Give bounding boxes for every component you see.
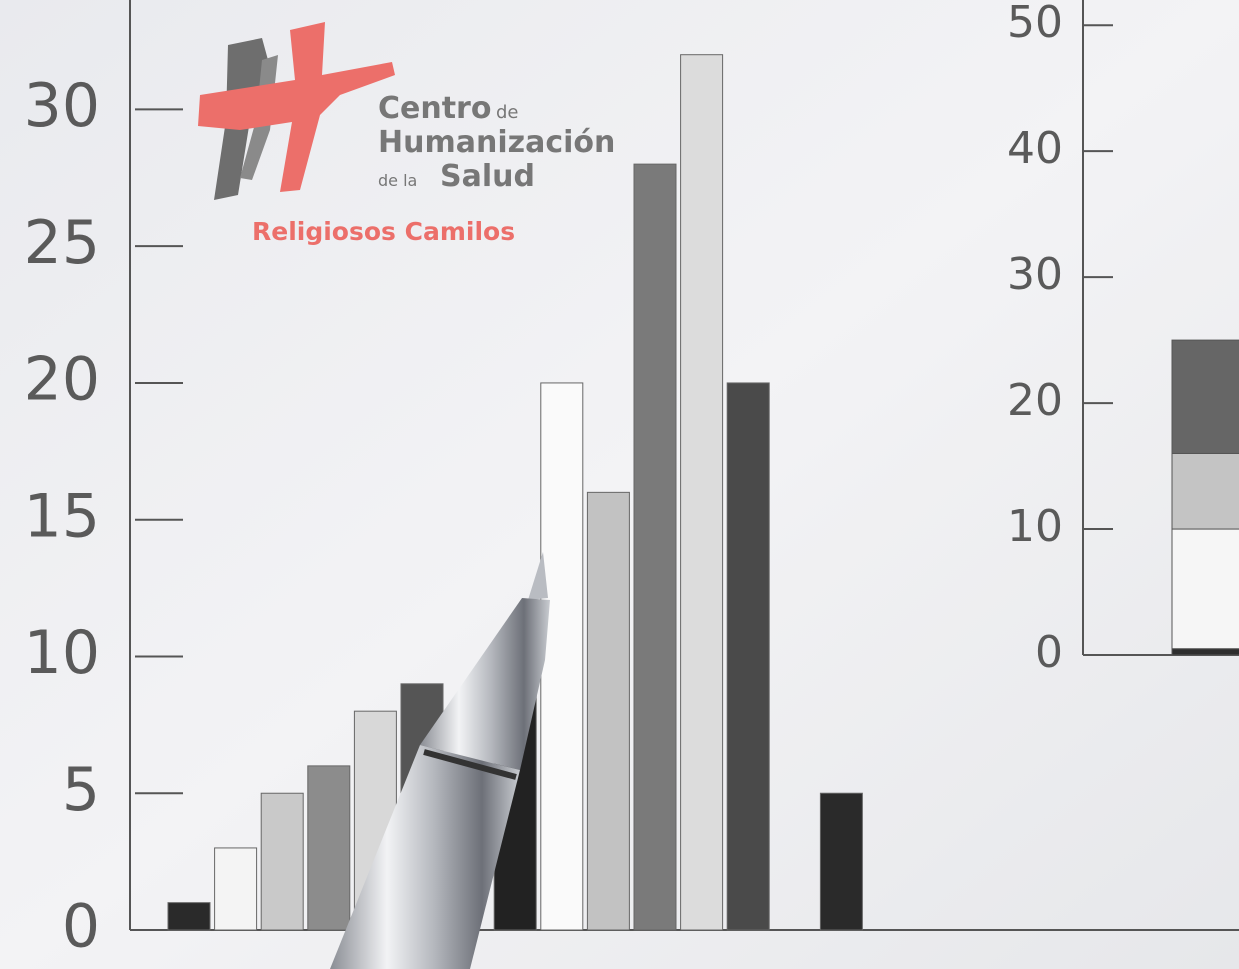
- bar: [167, 902, 211, 931]
- logo-text: de: [496, 102, 519, 123]
- y-tick-label: 25: [24, 208, 100, 278]
- y-tick-label: 30: [1007, 249, 1063, 300]
- pen-ring: [423, 749, 517, 780]
- y-tick-label: 30: [24, 71, 100, 141]
- bar-segment: [1171, 339, 1239, 454]
- logo-cross: [198, 22, 395, 192]
- logo-text: Salud: [440, 159, 535, 194]
- y-tick-label: 20: [1007, 375, 1063, 426]
- bar-segment: [1171, 452, 1239, 530]
- logo: Centro de Humanización de la Salud Relig…: [198, 22, 615, 246]
- y-tick-label: 50: [1007, 0, 1063, 48]
- bar: [586, 491, 630, 931]
- y-tick-label: 20: [24, 345, 100, 415]
- bar: [540, 382, 584, 931]
- pen-barrel: [330, 745, 520, 969]
- bar: [680, 54, 724, 931]
- y-tick-label: 40: [1007, 123, 1063, 174]
- bar-segment: [1171, 648, 1239, 656]
- bar: [726, 382, 770, 931]
- logo-tagline: Religiosos Camilos: [252, 217, 515, 246]
- y-tick-label: 0: [62, 892, 100, 962]
- pen: [330, 552, 550, 969]
- logo-text: de la: [378, 171, 417, 190]
- y-tick-label: 10: [24, 618, 100, 688]
- bar: [214, 847, 258, 931]
- y-tick-label: 0: [1035, 627, 1063, 678]
- logo-text: Humanización: [378, 125, 615, 160]
- pen-section: [420, 598, 550, 770]
- bar-segment: [1171, 528, 1239, 650]
- bar: [260, 792, 304, 931]
- y-tick-label: 10: [1007, 501, 1063, 552]
- pen-nib: [528, 552, 548, 600]
- bar: [307, 765, 351, 931]
- logo-text: Centro: [378, 91, 491, 126]
- bar: [819, 792, 863, 931]
- bar: [633, 163, 677, 931]
- y-tick-label: 5: [62, 755, 100, 825]
- y-tick-label: 15: [24, 481, 100, 551]
